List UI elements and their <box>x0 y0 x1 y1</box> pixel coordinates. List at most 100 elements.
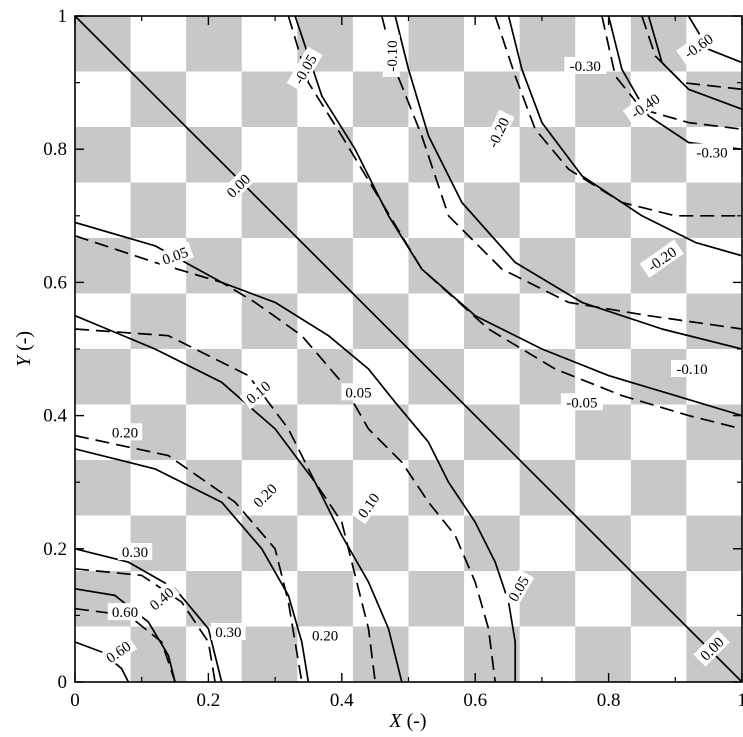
y-tick-label: 0.4 <box>43 406 67 427</box>
y-tick-label: 0.8 <box>43 139 67 160</box>
checker-cell <box>630 460 687 516</box>
contour-label: -0.05 <box>566 395 597 411</box>
contour-label-bg <box>142 580 181 616</box>
contour-label-bg <box>155 241 194 270</box>
checker-cell <box>575 127 632 183</box>
checker-cell <box>241 404 298 461</box>
checker-cell <box>519 626 576 683</box>
contour-label-bg <box>246 476 283 514</box>
dashed-contour--0.10 <box>380 16 742 330</box>
contour-label-group: -0.10 <box>382 35 401 77</box>
checker-cell <box>241 293 298 350</box>
contour-label-group: 0.30 <box>117 543 153 561</box>
contour-label-bg <box>341 383 376 401</box>
checker-cell <box>352 238 409 294</box>
checker-cell <box>130 293 187 350</box>
checker-cell <box>408 127 465 183</box>
checker-cell <box>519 238 576 294</box>
checker-cell <box>686 460 743 516</box>
x-tick-label: 0.2 <box>197 690 221 711</box>
dashed-contour-0.10 <box>75 328 377 682</box>
checker-cell <box>408 16 465 72</box>
checker-cell <box>575 571 632 627</box>
checker-cell <box>75 293 131 350</box>
contour-label-bg <box>564 56 607 74</box>
checker-cell <box>519 404 576 461</box>
checker-cell <box>464 460 520 516</box>
checker-cell <box>575 71 632 128</box>
contour-label-bg <box>382 35 400 77</box>
checker-cell <box>186 515 243 572</box>
contour-label-bg <box>286 46 323 92</box>
dashed-contour--0.30 <box>601 16 742 131</box>
checker-cell <box>352 404 409 461</box>
dashed-contour--0.20 <box>494 16 742 217</box>
contour-label-group: 0.30 <box>211 623 246 641</box>
checker-cell <box>75 182 131 239</box>
contour-label: -0.10 <box>676 362 707 378</box>
contour-label-group: 0.05 <box>341 383 376 401</box>
dashed-contour-0.20 <box>75 434 303 682</box>
dashed-contour-0.40 <box>75 607 176 682</box>
checker-cell <box>352 182 409 239</box>
x-axis-title: X (-) <box>388 710 426 732</box>
checker-cell <box>464 238 520 294</box>
checker-cell <box>186 71 243 128</box>
contour-label: 0.05 <box>345 385 371 401</box>
checker-cell <box>186 293 243 350</box>
checker-cell <box>464 349 520 405</box>
checker-cell <box>630 182 687 239</box>
checker-cell <box>352 127 409 183</box>
checker-cell <box>75 127 131 183</box>
checker-cell <box>241 16 298 72</box>
contour-label-bg <box>107 603 143 621</box>
contour-label-bg <box>107 423 143 441</box>
contour-label: -0.10 <box>385 40 401 71</box>
checker-cell <box>464 515 520 572</box>
checker-cell <box>130 349 187 405</box>
y-axis-variable: Y <box>13 354 35 367</box>
contour-label: -0.30 <box>570 59 601 75</box>
checker-cell <box>630 626 687 683</box>
checker-cell <box>241 626 298 683</box>
checker-cell <box>464 182 520 239</box>
contour-label-bg <box>560 393 603 411</box>
dashed-contour-0.05 <box>75 234 497 682</box>
solid-contour-0.10 <box>75 314 403 682</box>
checker-cell <box>630 515 687 572</box>
x-tick-label: 0.6 <box>463 690 487 711</box>
checker-cell <box>130 182 187 239</box>
checker-cell <box>130 16 187 72</box>
solid-contour--0.60 <box>687 16 742 64</box>
checker-cell <box>686 293 743 350</box>
checker-cell <box>519 182 576 239</box>
axis-ticks: 00 0.2 0.2 0.4 0.4 0.6 0.6 0.8 0.8 1 1 <box>43 6 743 711</box>
checker-cell <box>408 571 465 627</box>
checker-cell <box>630 404 687 461</box>
checker-cell <box>297 404 354 461</box>
checker-cell <box>630 16 687 72</box>
contour-label: 0.30 <box>215 625 241 641</box>
contour-label-bg <box>351 486 385 525</box>
contour-label-bg <box>671 360 713 377</box>
solid-contour--0.10 <box>394 16 742 350</box>
contour-label-bg <box>676 26 721 65</box>
checker-cell <box>408 460 465 516</box>
checker-cell <box>75 349 131 405</box>
contour-label-bg <box>307 626 343 644</box>
contour-label: 0.30 <box>122 545 148 561</box>
checker-cell <box>408 515 465 572</box>
x-axis-variable: X <box>388 710 402 732</box>
contour-label: 0.60 <box>112 605 138 621</box>
dashed-contour-0.30 <box>75 567 216 682</box>
checker-cell <box>241 238 298 294</box>
checker-cell <box>75 71 131 128</box>
contour-label-bg <box>117 543 153 561</box>
checker-cell <box>130 626 187 683</box>
y-tick-label: 0.2 <box>43 539 67 560</box>
contour-label-group: -0.05 <box>560 393 603 411</box>
checker-cell <box>464 626 520 683</box>
checker-cell <box>630 127 687 183</box>
contour-label-group: -0.60 <box>676 26 721 65</box>
contour-label-group: 0.20 <box>107 423 143 441</box>
